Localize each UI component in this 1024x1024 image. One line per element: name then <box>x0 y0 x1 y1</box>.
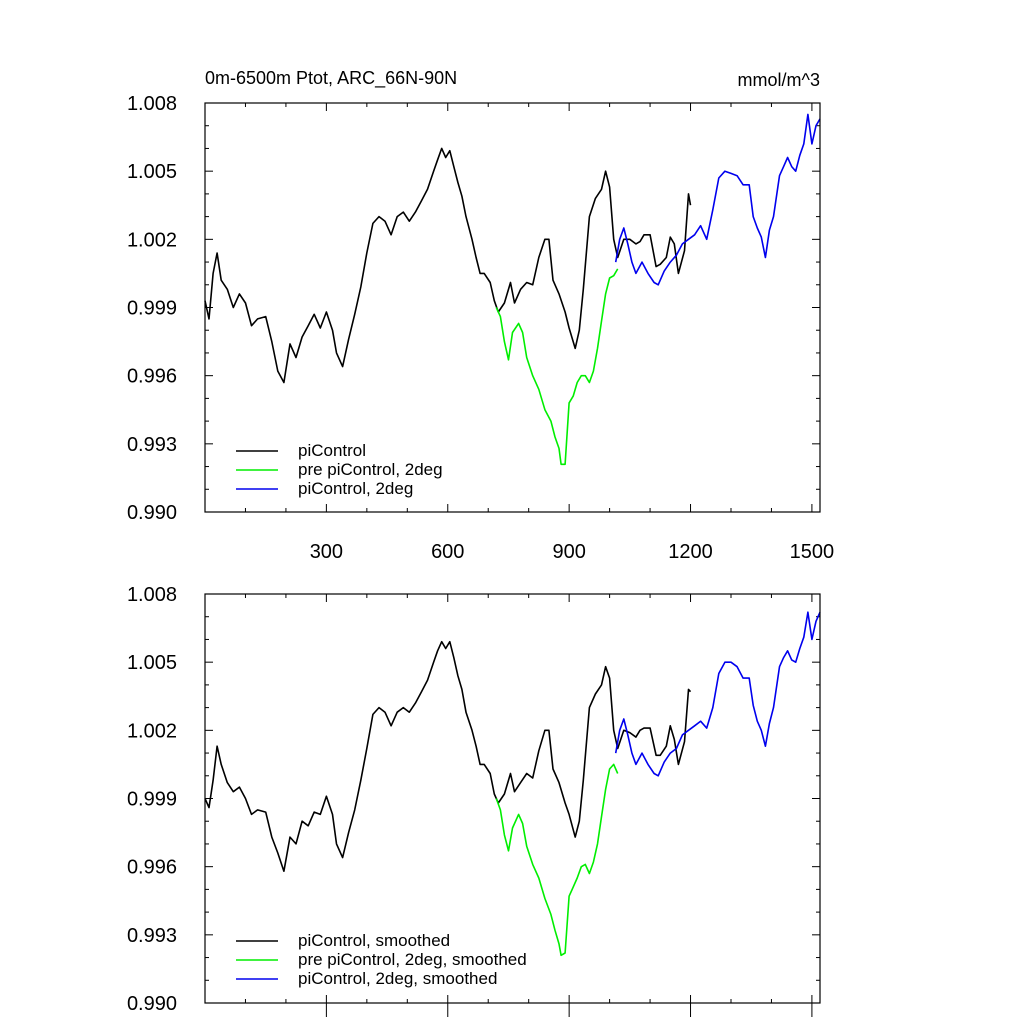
bottom-panel: 0.990 0.993 0.996 0.999 1.002 1.005 1.008 piCo… <box>127 584 821 1017</box>
legend-label: pre piControl, 2deg <box>298 460 443 479</box>
series-line-2 <box>614 113 821 286</box>
y-tick-label: 1.002 <box>127 720 177 742</box>
chart-units-label: mmol/m^3 <box>738 70 820 90</box>
y-tick-label: 0.996 <box>127 857 177 879</box>
top-x-tick-labels: 300 600 900 1200 1500 <box>310 541 834 563</box>
legend-label: piControl, smoothed <box>298 931 450 950</box>
legend-label: piControl, 2deg <box>298 479 413 498</box>
legend-label: piControl <box>298 441 366 460</box>
y-tick-label: 1.008 <box>127 93 177 115</box>
bottom-series-layer <box>204 611 821 957</box>
y-tick-label: 0.990 <box>127 502 177 524</box>
series-line-0 <box>204 640 692 872</box>
bottom-y-tick-labels: 0.990 0.993 0.996 0.999 1.002 1.005 1.008 <box>127 584 177 1015</box>
legend-label: pre piControl, 2deg, smoothed <box>298 950 527 969</box>
x-tick-label: 1200 <box>668 541 713 563</box>
y-tick-label: 0.999 <box>127 298 177 320</box>
y-tick-label: 0.990 <box>127 993 177 1015</box>
series-line-1 <box>495 268 619 466</box>
x-tick-label: 600 <box>431 541 464 563</box>
series-line-1 <box>495 763 619 957</box>
y-tick-label: 1.002 <box>127 229 177 251</box>
top-plot-frame <box>204 102 821 513</box>
y-tick-label: 1.005 <box>127 161 177 183</box>
bottom-plot-frame <box>204 593 821 1004</box>
series-line-0 <box>204 147 692 384</box>
top-y-tick-labels: 0.990 0.993 0.996 0.999 1.002 1.005 1.008 <box>127 93 177 524</box>
top-panel: 0m-6500m Ptot, ARC_66N-90N mmol/m^3 0.99… <box>127 68 834 563</box>
y-tick-label: 0.999 <box>127 789 177 811</box>
legend-label: piControl, 2deg, smoothed <box>298 969 497 988</box>
y-tick-label: 0.993 <box>127 925 177 947</box>
chart-title-left: 0m-6500m Ptot, ARC_66N-90N <box>205 68 457 89</box>
x-tick-label: 900 <box>552 541 585 563</box>
top-series-layer <box>204 113 821 466</box>
y-tick-label: 1.005 <box>127 652 177 674</box>
bottom-axis-ticks <box>205 593 820 1017</box>
y-tick-label: 1.008 <box>127 584 177 606</box>
y-tick-label: 0.993 <box>127 434 177 456</box>
series-line-2 <box>614 611 821 777</box>
x-tick-label: 300 <box>310 541 343 563</box>
y-tick-label: 0.996 <box>127 366 177 388</box>
x-tick-label: 1500 <box>790 541 835 563</box>
